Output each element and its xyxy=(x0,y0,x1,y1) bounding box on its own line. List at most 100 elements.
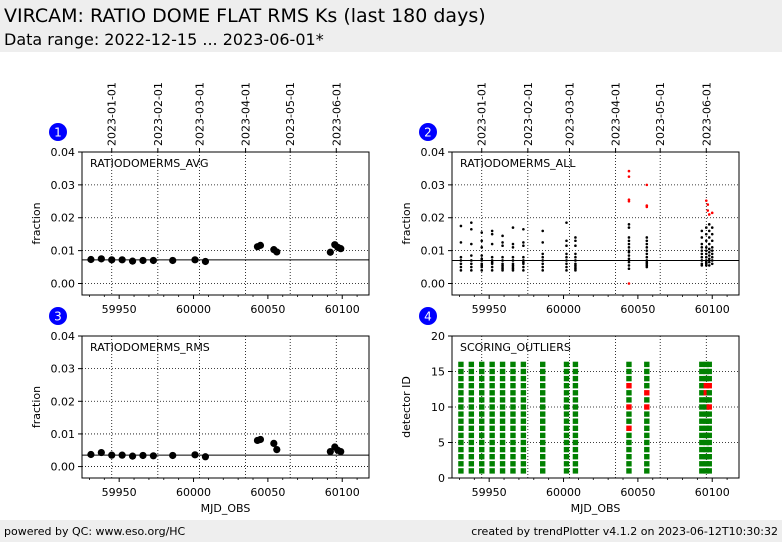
date-tick-label: 2023-01-01 xyxy=(476,82,489,146)
detector-marker xyxy=(563,446,570,453)
chart-panel-2: 0.00 0.01 0.02 0.03 0.04 59950 60000 60050 60100… xyxy=(400,82,740,316)
detector-marker xyxy=(626,432,632,439)
detector-marker xyxy=(479,425,485,431)
detector-marker xyxy=(458,418,464,424)
x-tick-label: 60100 xyxy=(325,486,360,499)
detector-marker xyxy=(706,361,712,368)
data-point xyxy=(470,265,473,269)
detector-marker xyxy=(479,468,485,474)
data-point xyxy=(459,269,463,272)
data-point xyxy=(627,264,631,267)
data-point xyxy=(627,236,631,239)
data-point xyxy=(700,246,704,249)
date-tick-label: 2023-05-01 xyxy=(284,82,297,146)
data-point xyxy=(574,259,577,262)
detector-marker xyxy=(458,468,464,474)
detector-marker xyxy=(699,361,705,368)
detector-marker xyxy=(499,375,506,382)
detector-marker xyxy=(479,446,485,453)
y-tick-label: 0.00 xyxy=(51,277,76,290)
detector-marker xyxy=(572,390,579,396)
detector-marker xyxy=(706,397,712,403)
detector-marker xyxy=(520,397,527,403)
data-point xyxy=(574,244,577,247)
data-point xyxy=(511,255,515,259)
detector-marker xyxy=(644,432,650,439)
chart-title: SCORING_OUTLIERS xyxy=(460,341,571,354)
data-point xyxy=(149,452,157,460)
date-tick-label: 2023-03-01 xyxy=(563,82,576,146)
detector-marker xyxy=(626,418,632,424)
data-point xyxy=(459,224,463,228)
data-point xyxy=(627,242,631,246)
data-point xyxy=(97,255,105,263)
detector-marker xyxy=(458,461,464,467)
data-point xyxy=(139,451,147,460)
detector-marker xyxy=(468,368,475,375)
date-tick-label: 2023-04-01 xyxy=(610,82,623,146)
date-tick-label: 2023-06-01 xyxy=(330,82,343,146)
detector-marker xyxy=(520,411,527,417)
data-point xyxy=(645,239,649,243)
detector-marker xyxy=(699,468,705,474)
footer-bar: powered by QC: www.eso.org/HC created by… xyxy=(0,520,782,542)
outlier-point xyxy=(706,209,710,212)
detector-marker xyxy=(510,461,516,467)
detector-marker xyxy=(540,361,546,368)
data-point xyxy=(511,259,515,262)
detector-marker xyxy=(563,468,570,474)
data-point xyxy=(490,255,494,259)
y-tick-label: 0.02 xyxy=(51,395,76,408)
data-point xyxy=(627,246,631,249)
detector-marker xyxy=(626,439,632,446)
detector-marker xyxy=(510,454,516,460)
detector-marker xyxy=(520,454,527,460)
panel-badge xyxy=(49,123,67,141)
detector-marker xyxy=(468,390,475,396)
detector-marker xyxy=(699,404,705,410)
detector-marker xyxy=(458,383,464,389)
detector-marker xyxy=(510,468,516,474)
data-point xyxy=(707,223,711,226)
detector-marker xyxy=(458,397,464,403)
data-point xyxy=(470,259,473,262)
y-tick-label: 0.01 xyxy=(421,245,446,258)
detector-marker xyxy=(520,375,527,382)
detector-marker xyxy=(520,404,527,410)
detector-marker xyxy=(489,446,495,453)
x-tick-label: 59950 xyxy=(102,486,137,499)
outlier-marker xyxy=(626,425,632,431)
detector-marker xyxy=(479,432,485,439)
detector-marker xyxy=(489,397,495,403)
detector-marker xyxy=(703,368,709,375)
outlier-point xyxy=(707,213,711,216)
detector-marker xyxy=(703,411,709,417)
y-tick-label: 0.03 xyxy=(51,179,76,192)
data-point xyxy=(574,252,577,256)
data-point xyxy=(627,239,631,243)
detector-marker xyxy=(489,439,495,446)
detector-marker xyxy=(540,461,546,467)
x-tick-label: 59950 xyxy=(472,303,507,316)
detector-marker xyxy=(468,375,475,382)
data-point xyxy=(627,249,631,252)
chart-title: RATIODOMERMS_AVG xyxy=(90,157,209,170)
data-point xyxy=(501,262,504,266)
detector-marker xyxy=(479,383,485,389)
detector-marker xyxy=(520,418,527,424)
data-point xyxy=(459,259,463,262)
panel-badge xyxy=(419,307,437,325)
detector-marker xyxy=(510,368,516,375)
detector-marker xyxy=(479,439,485,446)
detector-marker xyxy=(499,368,506,375)
data-point xyxy=(565,221,568,224)
detector-marker xyxy=(703,425,709,431)
x-tick-label: 59950 xyxy=(102,303,137,316)
detector-marker xyxy=(572,361,579,368)
data-point xyxy=(522,244,525,247)
detector-marker xyxy=(706,390,712,396)
data-point xyxy=(480,239,484,243)
detector-marker xyxy=(489,411,495,417)
detector-marker xyxy=(706,375,712,382)
detector-marker xyxy=(540,439,546,446)
